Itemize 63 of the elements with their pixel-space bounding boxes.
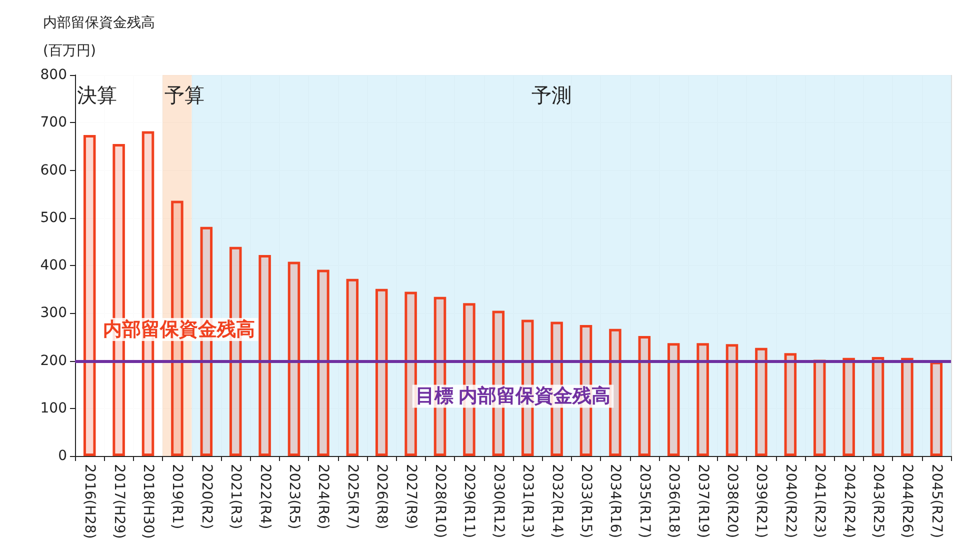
x-tick-label: 2042(R24) (840, 464, 857, 538)
x-tick-label: 2024(R6) (315, 464, 332, 530)
x-tick-label: 2038(R20) (724, 464, 740, 538)
y-tick-label: 800 (40, 67, 67, 83)
x-tick-label: 2020(R2) (198, 464, 214, 530)
series-label: 内部留保資金残高 (103, 318, 255, 340)
ref-line-label: 目標 内部留保資金残高 (415, 384, 611, 407)
bar (375, 288, 388, 456)
y-tick-label: 200 (40, 352, 67, 369)
band-label: 決算 (77, 83, 117, 107)
bar (404, 292, 417, 456)
x-tick-label: 2022(R4) (256, 464, 273, 530)
x-tick-label: 2041(R23) (812, 464, 828, 538)
x-tick-label: 2045(R27) (928, 464, 944, 538)
bar (696, 343, 709, 456)
x-tick-label: 2031(R13) (520, 464, 536, 538)
x-tick-label: 2025(R7) (344, 464, 360, 530)
y-tick-label: 100 (40, 400, 67, 416)
x-tick-label: 2037(R19) (694, 464, 711, 538)
bar (317, 270, 330, 456)
bar (842, 358, 855, 456)
y-tick-label: 400 (40, 258, 67, 274)
x-tick-label: 2044(R26) (899, 464, 916, 538)
y-axis-title: 内部留保資金残高 (百万円) (43, 15, 155, 59)
bar (346, 278, 359, 456)
y-tick-label: 600 (40, 162, 67, 178)
y-tick-label: 700 (40, 114, 67, 131)
x-tick-label: 2036(R18) (666, 464, 682, 538)
x-tick-label: 2043(R25) (870, 464, 886, 538)
bar (638, 336, 651, 456)
x-tick-label: 2030(R12) (490, 464, 506, 538)
y-tick-label: 0 (58, 448, 67, 464)
bar (258, 255, 271, 456)
x-tick-label: 2016(H28) (82, 464, 98, 539)
band-label: 予算 (164, 83, 205, 107)
bar (288, 262, 300, 456)
x-tick-label: 2023(R5) (286, 464, 302, 530)
x-tick-label: 2033(R15) (578, 464, 594, 538)
x-tick-label: 2039(R21) (753, 464, 770, 538)
y-tick-label: 300 (40, 305, 67, 322)
x-tick-label: 2021(R3) (228, 464, 244, 530)
x-tick-label: 2017(H29) (110, 464, 127, 539)
x-tick-label: 2018(H30) (140, 464, 156, 539)
band-label: 予測 (531, 83, 572, 107)
bar (83, 135, 96, 456)
x-tick-label: 2040(R22) (782, 464, 798, 538)
bar (901, 358, 914, 456)
x-tick-label: 2027(R9) (402, 464, 419, 530)
bar (930, 362, 943, 456)
x-tick-label: 2034(R16) (607, 464, 624, 538)
bar (755, 348, 768, 456)
x-tick-label: 2028(R10) (432, 464, 448, 538)
x-tick-label: 2029(R11) (461, 464, 478, 538)
x-tick-label: 2019(R1) (169, 464, 186, 530)
bar (784, 353, 797, 456)
x-tick-label: 2035(R17) (636, 464, 652, 538)
bar (872, 356, 884, 456)
bar (667, 343, 680, 456)
x-tick-label: 2026(R8) (374, 464, 390, 530)
bar (609, 328, 622, 456)
bar (726, 344, 738, 456)
x-tick-label: 2032(R14) (548, 464, 565, 538)
y-tick-label: 500 (40, 210, 67, 226)
